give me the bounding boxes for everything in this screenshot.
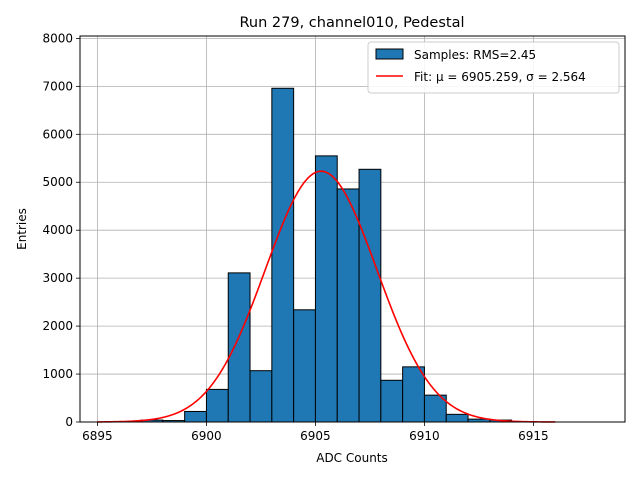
legend-fit-prefix: Fit: (414, 70, 436, 84)
y-tick-label: 2000 (42, 319, 73, 333)
x-tick-label: 6895 (82, 429, 113, 443)
histogram-bar (402, 366, 425, 423)
histogram-bar (271, 87, 295, 423)
histogram-bar (336, 188, 360, 423)
x-axis-ticks: 6895 6900 6905 6910 6915 (82, 422, 549, 443)
histogram-bar (314, 155, 338, 423)
histogram-bars (140, 87, 513, 423)
histogram-bar (293, 309, 316, 423)
y-tick-label: 0 (65, 415, 73, 429)
fit-curve-layer (97, 170, 556, 423)
gaussian-fit-curve (97, 170, 556, 423)
plot-frame (79, 35, 626, 423)
x-tick-label: 6915 (518, 429, 549, 443)
legend-label-samples: Samples: RMS=2.45 (414, 48, 536, 62)
histogram-bar (227, 272, 251, 423)
histogram-bar (249, 370, 273, 423)
legend: Samples: RMS=2.45 Fit: μ = 6905.259, σ =… (367, 41, 620, 94)
legend-swatch-samples (375, 48, 404, 60)
legend-fit-separator: , (519, 70, 527, 84)
y-tick-label: 6000 (42, 127, 73, 141)
histogram-bar (205, 388, 229, 423)
legend-label-fit: Fit: μ = 6905.259, σ = 2.564 (414, 70, 586, 84)
y-tick-label: 5000 (42, 175, 73, 189)
legend-box (367, 41, 620, 94)
histogram-bar (445, 413, 469, 423)
y-axis-ticks: 0 1000 2000 3000 4000 5000 6000 7000 8000 (42, 31, 80, 429)
x-tick-label: 6905 (300, 429, 331, 443)
histogram-bar (184, 410, 207, 423)
legend-fit-sigma: σ = 2.564 (526, 70, 586, 84)
x-axis-label: ADC Counts (316, 451, 388, 465)
y-tick-label: 8000 (42, 31, 73, 45)
y-tick-label: 4000 (42, 223, 73, 237)
histogram-bar (380, 379, 404, 423)
y-axis-label: Entries (15, 208, 29, 250)
chart-title: Run 279, channel010, Pedestal (239, 15, 464, 31)
y-tick-label: 3000 (42, 271, 73, 285)
x-tick-label: 6900 (191, 429, 222, 443)
legend-fit-mu: μ = 6905.259 (436, 70, 519, 84)
histogram-bar (358, 168, 382, 423)
y-tick-label: 1000 (42, 367, 73, 381)
y-tick-label: 7000 (42, 79, 73, 93)
x-tick-label: 6910 (409, 429, 440, 443)
